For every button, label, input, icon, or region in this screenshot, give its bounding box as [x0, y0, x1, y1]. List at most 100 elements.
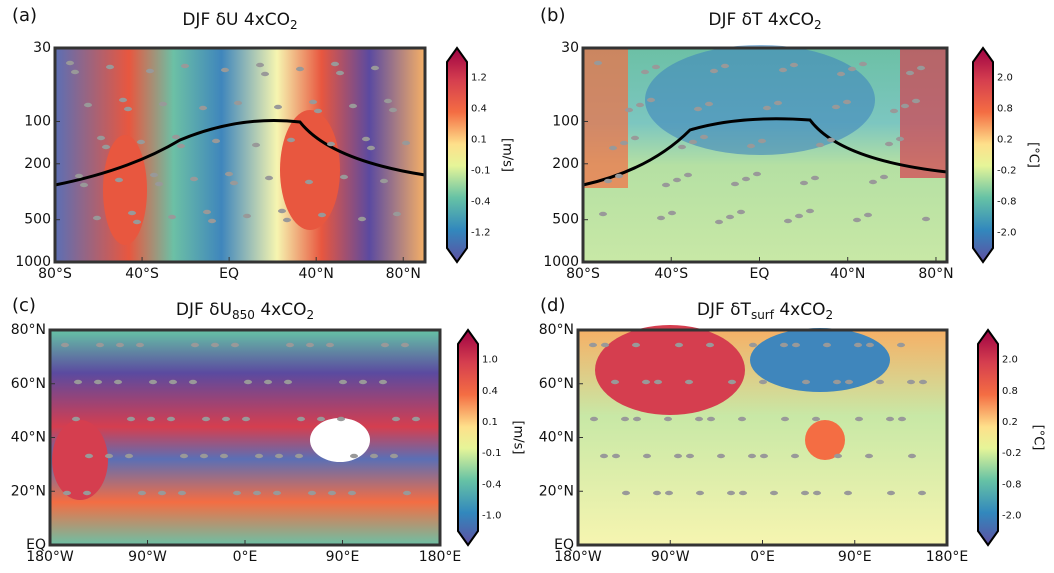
stipple [389, 107, 397, 113]
stipple [853, 217, 861, 223]
y-tick-label: 200 [24, 156, 51, 172]
colorbar-tick-label: 0.2 [1002, 417, 1018, 428]
stipple [848, 66, 856, 72]
stipple [662, 182, 670, 188]
stipple [306, 342, 314, 348]
stipple [150, 172, 158, 178]
stipple [401, 342, 409, 348]
stipple [297, 416, 305, 422]
stipple [392, 416, 400, 422]
stipple [167, 416, 175, 422]
stipple [234, 100, 242, 106]
stipple [802, 379, 810, 385]
stipple [244, 379, 252, 385]
stipple [622, 490, 630, 496]
colorbar-tick-label: -2.0 [997, 228, 1017, 239]
stipple [887, 490, 895, 496]
colorbar-tick-label: -0.1 [482, 448, 502, 459]
stipple [833, 379, 841, 385]
stipple [326, 342, 334, 348]
stipple [114, 379, 122, 385]
stipple [599, 211, 607, 217]
stipple [907, 379, 915, 385]
stipple [172, 134, 180, 140]
stipple [855, 416, 863, 422]
stipple [159, 101, 167, 107]
title-part: DJF δU [176, 300, 232, 320]
title-part: surf [751, 308, 775, 322]
x-tick-label: 40°N [299, 266, 334, 282]
stipple [612, 453, 620, 459]
stipple [189, 379, 197, 385]
stipple [715, 219, 723, 225]
colorbar-tick-label: -2.0 [1002, 510, 1022, 521]
stipple [812, 416, 820, 422]
stipple [611, 379, 619, 385]
stipple [71, 69, 79, 75]
stipple [625, 107, 633, 113]
stipple [747, 143, 755, 149]
stipple [212, 138, 220, 144]
title-part: 4xCO [255, 300, 307, 320]
panel-label: (b) [540, 5, 565, 26]
stipple [854, 342, 862, 348]
stipple [710, 68, 718, 74]
colorbar-tick-label: -0.2 [997, 166, 1017, 177]
colorbar [972, 46, 994, 264]
stipple [287, 137, 295, 143]
stipple [125, 453, 133, 459]
stipple [350, 453, 358, 459]
stipple [689, 139, 697, 145]
stipple [621, 416, 629, 422]
stipple [308, 490, 316, 496]
stipple [695, 416, 703, 422]
stipple [221, 67, 229, 73]
y-tick-label: 60°N [11, 376, 46, 392]
x-tick-label: EQ [219, 266, 239, 282]
y-tick-label: 500 [24, 212, 51, 228]
title-part: 850 [232, 308, 255, 322]
stipple [147, 416, 155, 422]
stipple [84, 102, 92, 108]
stipple [832, 104, 840, 110]
stipple [770, 490, 778, 496]
stipple [652, 64, 660, 70]
stipple [865, 453, 873, 459]
stipple [127, 416, 135, 422]
stipple [604, 178, 612, 184]
stipple [284, 379, 292, 385]
stipple [75, 173, 83, 179]
colorbar-tick-label: 0.1 [482, 417, 498, 428]
stipple [620, 140, 628, 146]
stipple [801, 490, 809, 496]
stipple [749, 342, 757, 348]
stipple [203, 209, 211, 215]
stipple [869, 179, 877, 185]
stipple [63, 490, 71, 496]
stipple [337, 416, 345, 422]
stipple [908, 453, 916, 459]
stipple [253, 490, 261, 496]
stipple [230, 180, 238, 186]
stipple [199, 105, 207, 111]
panel-label: (c) [12, 295, 36, 316]
stipple [594, 60, 602, 66]
stipple [728, 379, 736, 385]
y-tick-label: 20°N [539, 483, 574, 499]
stipple [886, 416, 894, 422]
stipple [275, 453, 283, 459]
title-part: 2 [825, 308, 833, 322]
stipple [85, 453, 93, 459]
stipple [834, 453, 842, 459]
stipple [897, 342, 905, 348]
stipple [169, 379, 177, 385]
stipple [738, 416, 746, 422]
x-tick-label: 0°E [750, 549, 775, 565]
stipple [657, 215, 665, 221]
colorbar-tick-label: 0.2 [997, 135, 1013, 146]
x-tick-label: 90°E [838, 549, 872, 565]
stipple [633, 416, 641, 422]
colorbar-tick-label: -0.8 [1002, 479, 1022, 490]
stipple [880, 174, 888, 180]
